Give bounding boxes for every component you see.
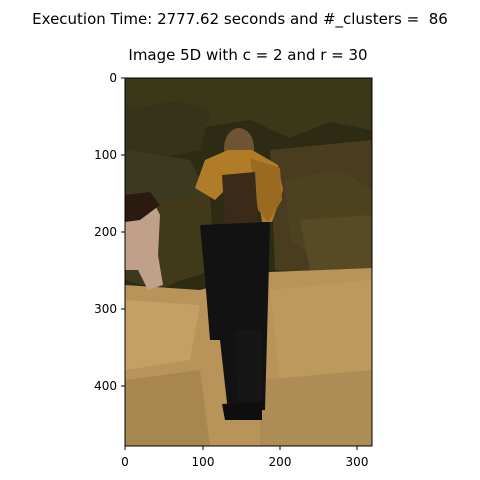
- y-tick-label: 400: [94, 379, 117, 393]
- y-tick-label: 100: [94, 148, 117, 162]
- y-tick-label: 0: [109, 71, 117, 85]
- x-tick-label: 200: [269, 455, 292, 469]
- segmented-image: [125, 78, 372, 446]
- x-tick-label: 300: [346, 455, 369, 469]
- y-tick-label: 200: [94, 225, 117, 239]
- x-tick-label: 0: [121, 455, 129, 469]
- y-tick-label: 300: [94, 302, 117, 316]
- x-axis: 0 100 200 300: [121, 446, 368, 469]
- axes-frame: [124, 77, 373, 447]
- x-tick-label: 100: [192, 455, 215, 469]
- figure-suptitle: Execution Time: 2777.62 seconds and #_cl…: [32, 10, 448, 28]
- y-axis: 0 100 200 300 400: [94, 71, 125, 393]
- axes-title: Image 5D with c = 2 and r = 30: [128, 46, 368, 64]
